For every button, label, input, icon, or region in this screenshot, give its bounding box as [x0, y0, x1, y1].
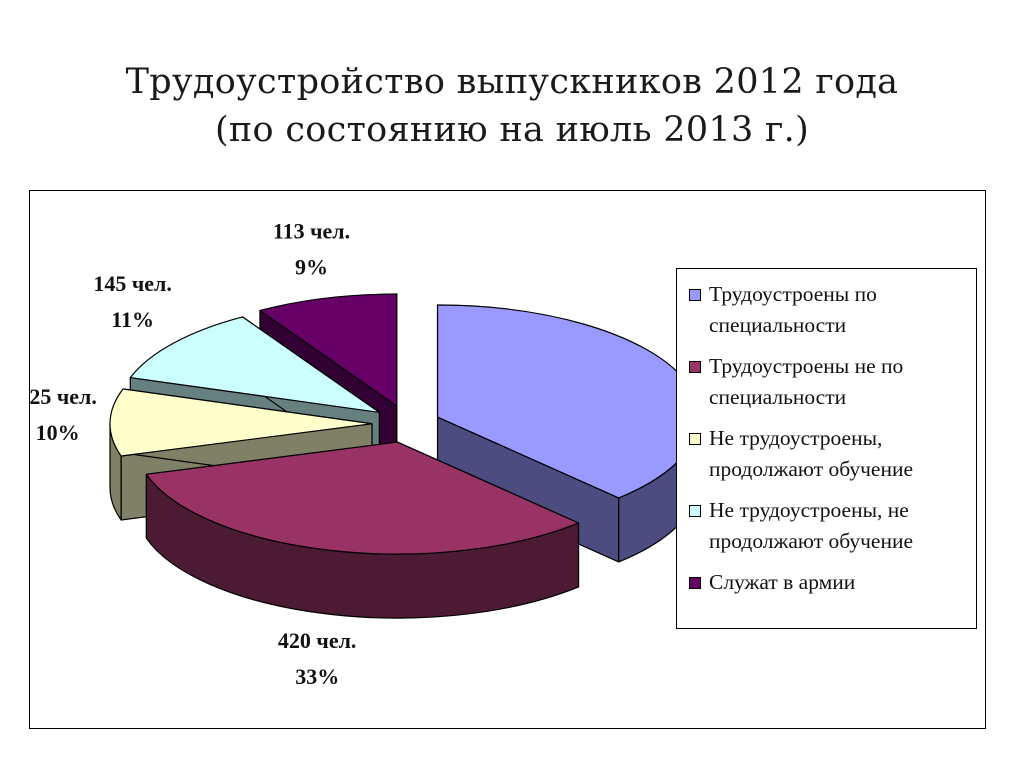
pie-slice-4: [259, 293, 398, 407]
legend-label: Служат в армии: [709, 570, 856, 594]
legend-item-unemployed-not-studying: Не трудоустроены, не продолжают обучение: [677, 495, 976, 567]
data-label-percent: 33%: [295, 664, 339, 689]
legend-item-army-service: Служат в армии: [677, 567, 976, 639]
data-label-percent: 11%: [111, 307, 154, 332]
pie-tops: [109, 293, 701, 555]
chart-legend: Трудоустроены по специальности Трудоустр…: [676, 268, 977, 629]
pie-slice-3: [129, 316, 380, 414]
legend-label: специальности: [709, 385, 847, 409]
data-label-count: 113 чел.: [273, 219, 350, 244]
legend-swatch-unemployed-not-studying: [689, 505, 701, 517]
legend-label: Не трудоустроены,: [709, 426, 883, 450]
legend-item-employed-by-specialty: Трудоустроены по специальности: [677, 279, 976, 351]
pie-chart: 489 чел.37%420 чел.33%125 чел.10%145 чел…: [30, 219, 769, 689]
legend-label: Трудоустроены по: [709, 282, 877, 306]
data-label-count: 125 чел.: [30, 384, 97, 409]
title-line-1: Трудоустройство выпускников 2012 года: [125, 62, 899, 102]
legend-label: специальности: [709, 313, 847, 337]
data-label-2: 125 чел. 10%: [30, 384, 97, 445]
data-label-percent: 9%: [295, 255, 328, 280]
legend-swatch-unemployed-studying: [689, 433, 701, 445]
title-line-2: (по состоянию на июль 2013 г.): [214, 110, 810, 150]
data-label-count: 420 чел.: [278, 628, 357, 653]
legend-swatch-army-service: [689, 577, 701, 589]
legend-swatch-employed-not-by-specialty: [689, 361, 701, 373]
pie-slice-1: [145, 441, 580, 555]
data-label-1: 420 чел. 33%: [278, 628, 357, 689]
legend-label: продолжают обучение: [709, 529, 913, 553]
legend-item-unemployed-studying: Не трудоустроены, продолжают обучение: [677, 423, 976, 495]
data-label-3: 145 чел. 11%: [93, 271, 172, 332]
legend-swatch-employed-by-specialty: [689, 289, 701, 301]
legend-item-employed-not-by-specialty: Трудоустроены не по специальности: [677, 351, 976, 423]
data-label-count: 145 чел.: [93, 271, 172, 296]
legend-label: Не трудоустроены, не: [709, 498, 909, 522]
chart-area: 489 чел.37%420 чел.33%125 чел.10%145 чел…: [29, 190, 986, 729]
data-label-percent: 10%: [36, 420, 80, 445]
pie-slice-2: [109, 388, 373, 457]
legend-label: Трудоустроены не по: [709, 354, 904, 378]
data-label-4: 113 чел. 9%: [273, 219, 350, 280]
page-title: Трудоустройство выпускников 2012 года (п…: [0, 58, 1024, 154]
legend-label: продолжают обучение: [709, 457, 913, 481]
